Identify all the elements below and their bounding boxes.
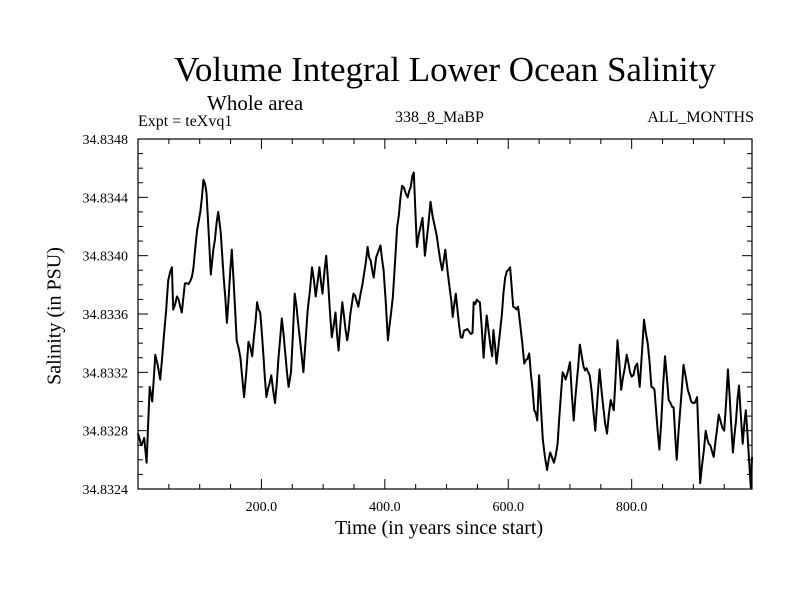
chart-title: Volume Integral Lower Ocean Salinity (174, 50, 716, 89)
x-tick-label: 800.0 (616, 500, 648, 515)
y-tick-label: 34.8336 (83, 308, 129, 323)
y-tick-label: 34.8332 (83, 366, 129, 381)
x-tick-label: 600.0 (493, 500, 525, 515)
y-tick-label: 34.8348 (83, 133, 129, 148)
series-line-salinity (137, 171, 753, 489)
y-tick-label: 34.8328 (83, 425, 129, 440)
chart-subtitle: Whole area (207, 91, 304, 115)
y-tick-label: 34.8344 (83, 191, 129, 206)
period-label: 338_8_MaBP (395, 109, 484, 126)
x-axis-label: Time (in years since start) (335, 517, 544, 539)
months-label: ALL_MONTHS (647, 109, 754, 126)
experiment-label: Expt = teXvq1 (138, 113, 233, 130)
y-tick-label: 34.8340 (83, 250, 129, 265)
x-tick-label: 400.0 (369, 500, 401, 515)
x-tick-label: 200.0 (246, 500, 278, 515)
plot-frame (137, 138, 753, 490)
y-tick-label: 34.8324 (83, 483, 129, 498)
axis-ticks (138, 139, 752, 489)
tick-labels: 200.0 400.0 600.0 800.0 34.8324 34.8328 34.833… (83, 133, 648, 515)
